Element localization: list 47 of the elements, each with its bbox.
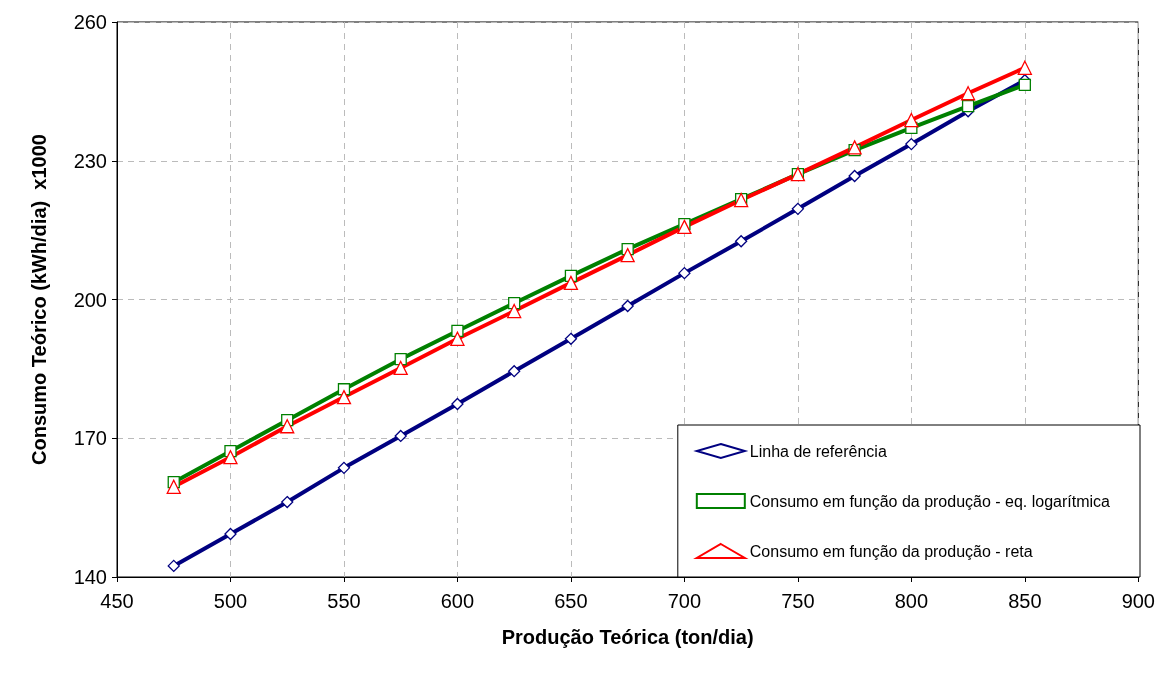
point: [960, 86, 976, 101]
point: [621, 299, 634, 313]
x-tick-label: 650: [554, 590, 588, 612]
point: [393, 360, 408, 376]
point: [1018, 78, 1031, 92]
point: [167, 559, 180, 573]
point: [223, 450, 238, 465]
point: [961, 100, 975, 113]
x-tick-label: 450: [100, 590, 134, 612]
point: [734, 235, 748, 248]
point: [620, 247, 635, 263]
y-tick-label: 230: [73, 149, 107, 172]
point: [678, 266, 691, 280]
point: [904, 112, 919, 128]
y-tick-label: 140: [73, 566, 107, 588]
point: [905, 137, 918, 151]
point: [394, 429, 407, 443]
x-tick-label: 600: [440, 590, 475, 612]
point: [848, 169, 861, 183]
point: [337, 461, 351, 474]
y-axis-title: Consumo Teórico (kWh/dia) x1000: [28, 134, 50, 465]
x-tick-label: 700: [667, 590, 702, 612]
y-tick-label: 170: [73, 427, 107, 450]
point: [507, 303, 522, 319]
point: [563, 275, 579, 290]
point: [1017, 60, 1032, 75]
point: [166, 479, 181, 494]
x-tick-label: 750: [781, 590, 815, 612]
x-tick-label: 850: [1008, 590, 1042, 612]
point: [508, 365, 521, 378]
y-tick-label: 200: [73, 288, 107, 311]
legend-label: Consumo em função da produção - eq. logarítmica: [749, 492, 1111, 510]
x-tick-label: 500: [213, 590, 248, 612]
y-tick-label: 260: [73, 11, 107, 33]
x-tick-label: 550: [327, 590, 361, 612]
point: [280, 419, 295, 434]
legend-label: Consumo em função da produção - reta: [749, 542, 1033, 560]
x-tick-label: 800: [894, 590, 929, 612]
point: [677, 219, 692, 235]
x-axis-title: Produção Teórica (ton/dia): [501, 626, 754, 648]
point: [281, 495, 294, 509]
legend-label: Linha de referência: [749, 442, 887, 460]
point: [564, 332, 578, 345]
x-tick-label: 900: [1121, 590, 1155, 612]
point: [450, 331, 465, 346]
point: [791, 202, 805, 215]
point: [336, 389, 352, 405]
